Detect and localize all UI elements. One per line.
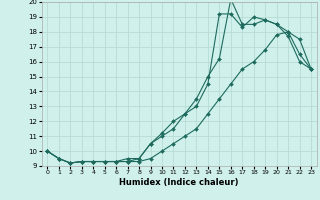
X-axis label: Humidex (Indice chaleur): Humidex (Indice chaleur): [119, 178, 239, 187]
